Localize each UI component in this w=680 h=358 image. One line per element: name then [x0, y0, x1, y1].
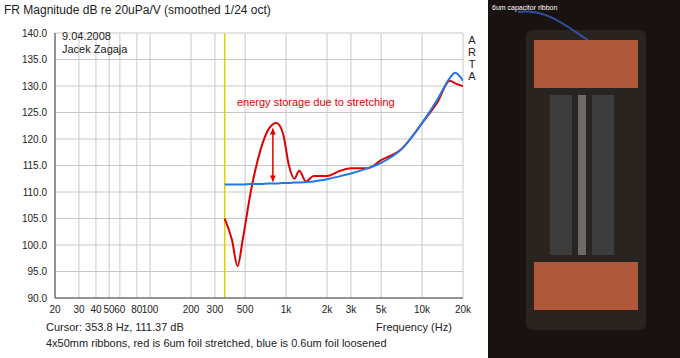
svg-text:90.0: 90.0: [28, 293, 48, 304]
svg-text:20k: 20k: [455, 304, 472, 315]
svg-text:120.0: 120.0: [22, 134, 47, 145]
html-text:Jacek Zagaja: Jacek Zagaja: [62, 43, 128, 55]
svg-text:115.0: 115.0: [23, 160, 48, 171]
html-text:A: A: [468, 34, 476, 46]
html-text:9.04.2008: 9.04.2008: [62, 30, 111, 42]
svg-text:100.0: 100.0: [22, 240, 47, 251]
html-text:A: A: [468, 70, 476, 82]
svg-text:3k: 3k: [346, 304, 358, 315]
svg-text:110.0: 110.0: [23, 187, 48, 198]
svg-text:40: 40: [90, 304, 102, 315]
svg-text:200: 200: [183, 304, 200, 315]
html-text:Cursor: 353.8 Hz, 111.37 dB: Cursor: 353.8 Hz, 111.37 dB: [46, 321, 184, 333]
html-text:T: T: [468, 58, 476, 70]
svg-text:20: 20: [49, 304, 61, 315]
svg-text:500: 500: [237, 304, 254, 315]
svg-text:10k: 10k: [414, 304, 431, 315]
svg-text:135.0: 135.0: [22, 54, 47, 65]
svg-text:80: 80: [131, 304, 143, 316]
svg-text:5k: 5k: [376, 304, 388, 315]
svg-text:130.0: 130.0: [22, 81, 47, 92]
svg-text:6um capacitor ribbon: 6um capacitor ribbon: [492, 4, 557, 12]
svg-text:50: 50: [103, 304, 115, 316]
svg-text:105.0: 105.0: [22, 213, 47, 224]
svg-text:30: 30: [73, 304, 85, 315]
html-text:Frequency (Hz): Frequency (Hz): [376, 321, 452, 333]
svg-text:125.0: 125.0: [22, 107, 47, 118]
html-text:4x50mm ribbons, red is 6um foi: 4x50mm ribbons, red is 6um foil stretche…: [46, 337, 387, 349]
html-text:FR Magnitude dB re 20uPa/V (sm: FR Magnitude dB re 20uPa/V (smoothed 1/2…: [4, 3, 271, 17]
svg-text:100: 100: [142, 304, 159, 315]
svg-text:300: 300: [207, 304, 224, 315]
svg-text:2k: 2k: [322, 304, 334, 315]
svg-text:energy storage due to stretchi: energy storage due to stretching: [237, 96, 395, 108]
svg-text:95.0: 95.0: [28, 266, 48, 277]
html-text:R: R: [468, 46, 476, 58]
svg-text:1k: 1k: [281, 304, 293, 315]
svg-text:140.0: 140.0: [22, 28, 47, 39]
svg-text:60: 60: [114, 304, 126, 315]
